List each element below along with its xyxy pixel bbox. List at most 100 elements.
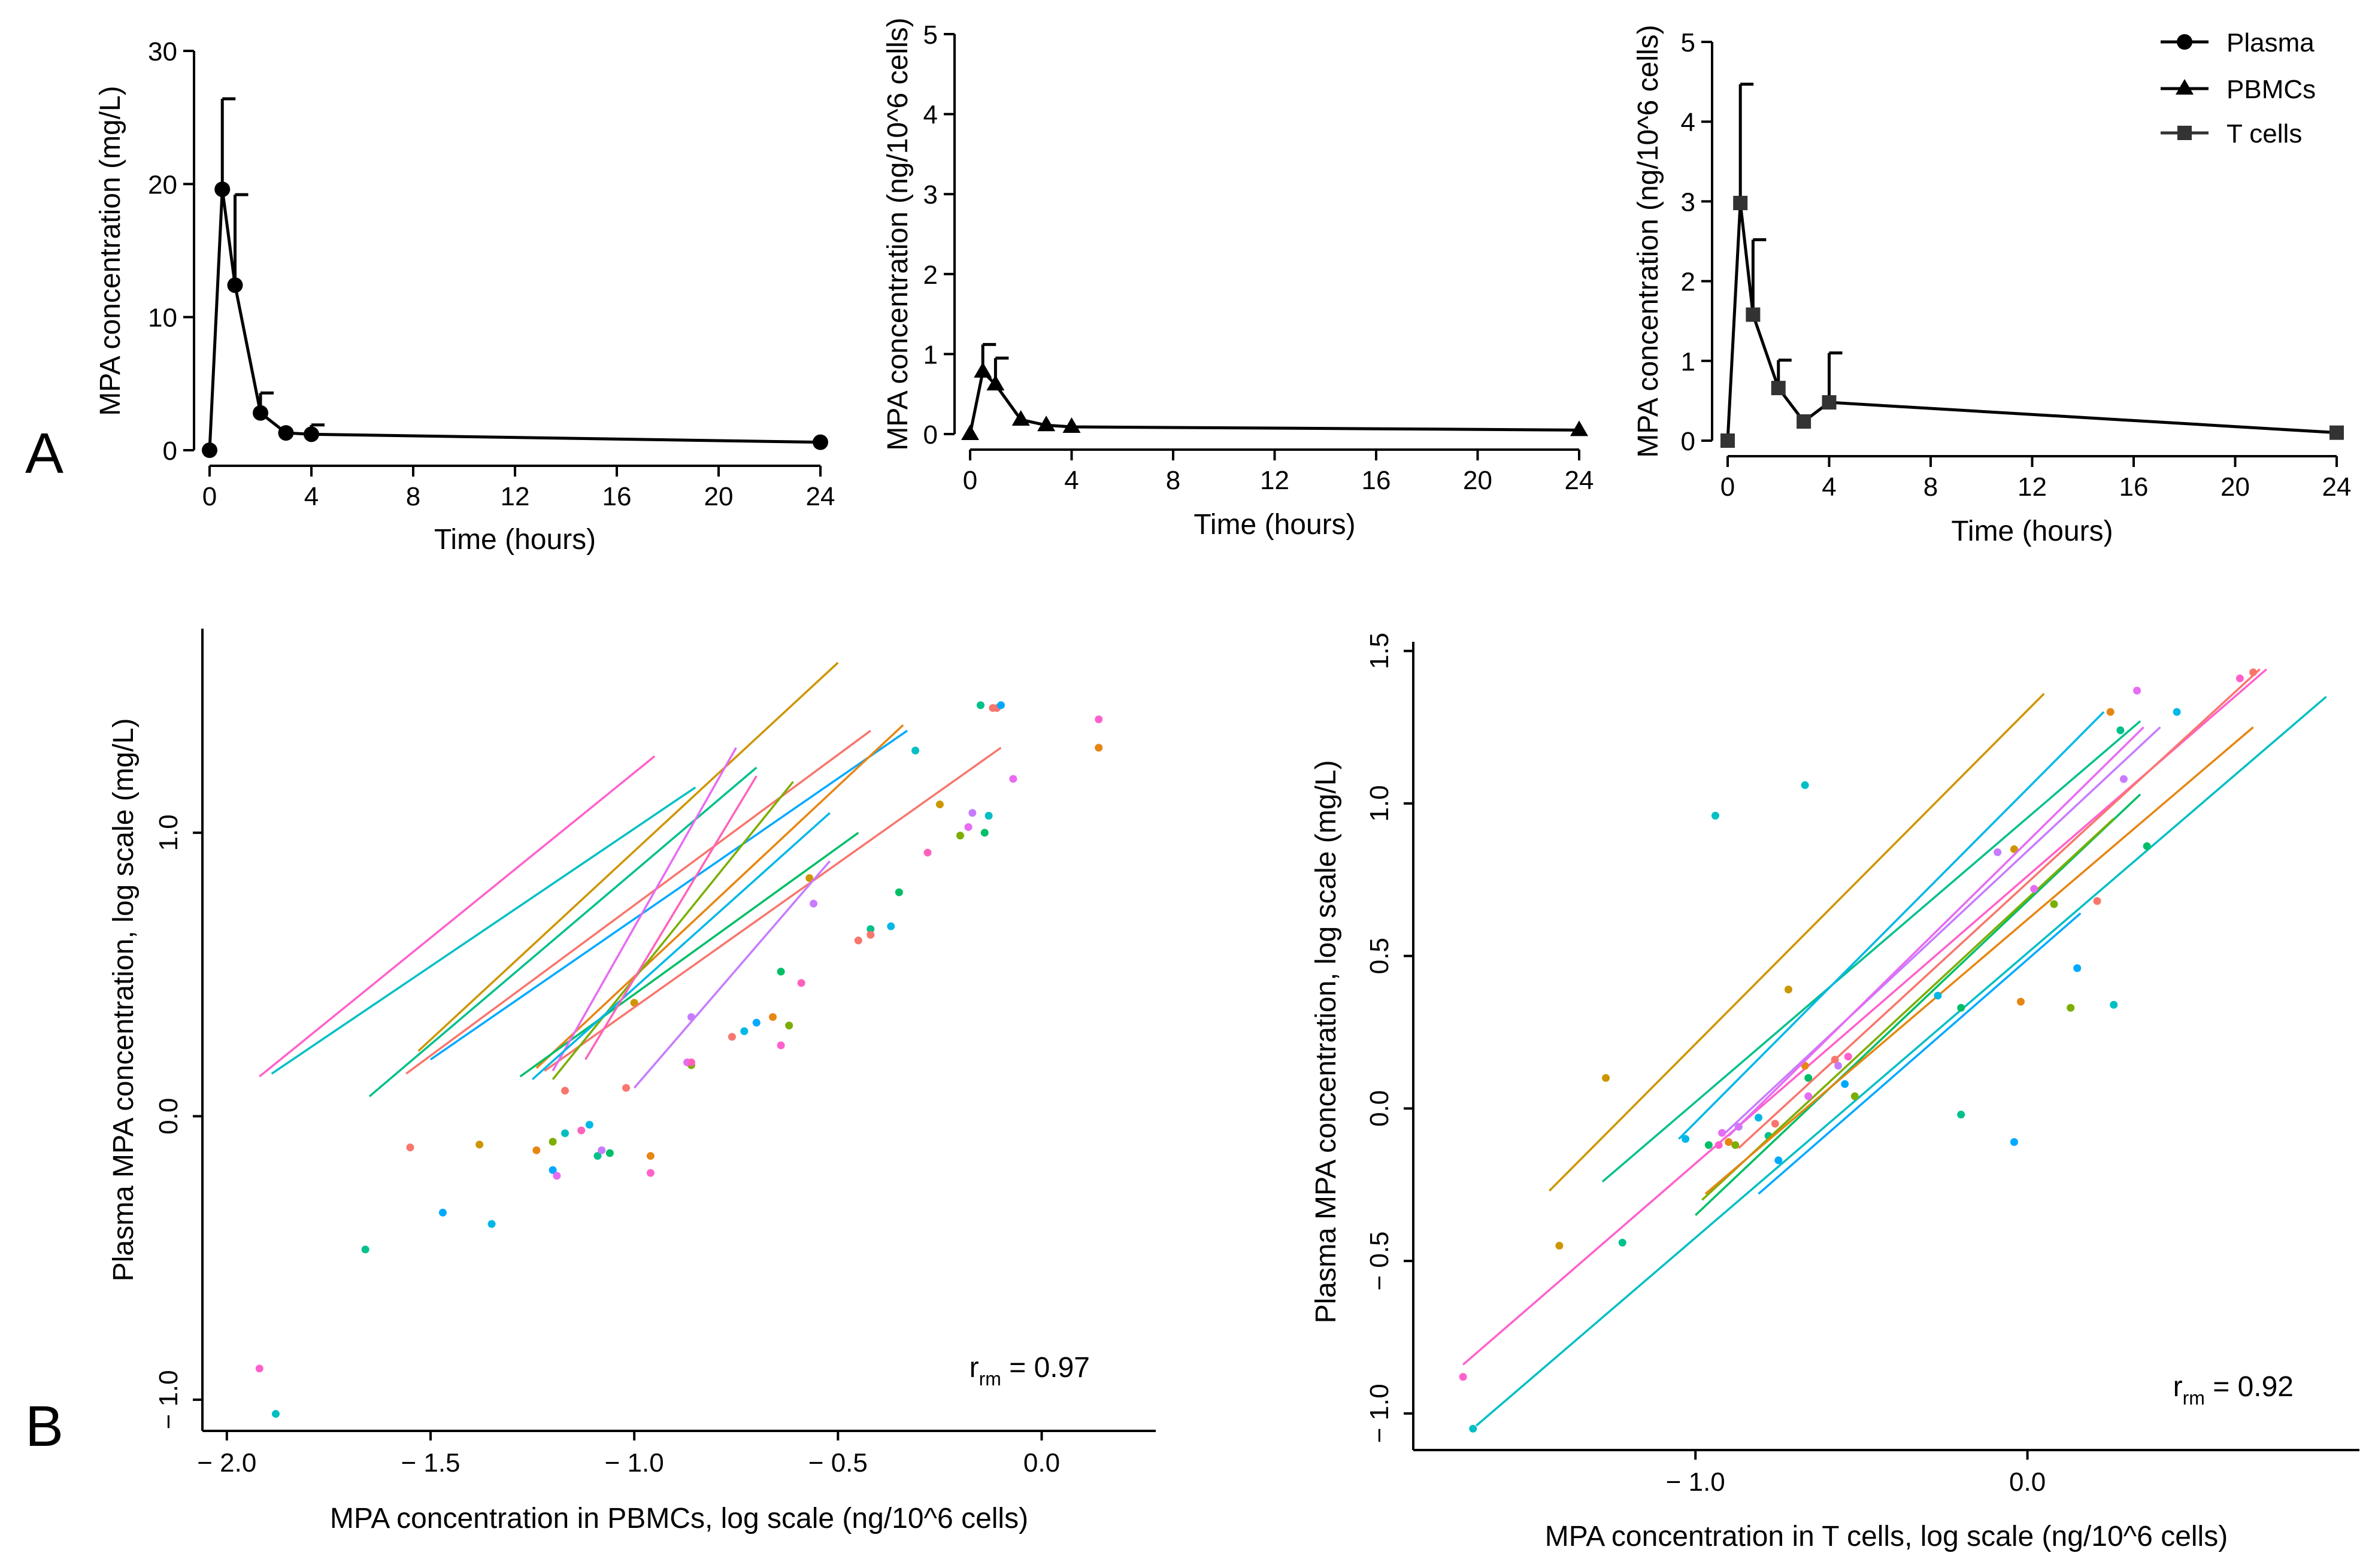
x-tick-label: 0 [202, 482, 217, 511]
series-line [208, 189, 821, 451]
y-tick-label: − 1.0 [1365, 1384, 1394, 1443]
regression-line [368, 766, 758, 1097]
data-point [2173, 708, 2181, 716]
data-point [549, 1138, 557, 1146]
y-tick-label: 4 [1681, 108, 1695, 137]
data-point [1774, 1156, 1783, 1164]
data-point [1784, 985, 1792, 994]
y-tick-label: 0.5 [1365, 938, 1394, 974]
data-point [2249, 668, 2258, 677]
y-axis-title: Plasma MPA concentration, log scale (mg/… [1310, 760, 1342, 1324]
data-point [777, 968, 785, 976]
y-tick-label: 1.0 [154, 814, 183, 851]
data-point [740, 1027, 749, 1035]
triangle-marker-icon [2176, 79, 2194, 95]
data-point [585, 1121, 593, 1129]
legend-item-pbmcs: PBMCs [2161, 75, 2316, 104]
y-tick-label: 1 [923, 340, 938, 369]
regression-line [633, 860, 831, 1089]
data-point [797, 979, 805, 987]
data-point [1618, 1239, 1626, 1247]
y-tick-label: 10 [148, 304, 177, 333]
data-point [593, 1152, 602, 1160]
data-point [961, 424, 979, 440]
regression-line [1721, 726, 2161, 1137]
data-point [1804, 1092, 1813, 1100]
x-tick-label: 4 [304, 482, 319, 511]
data-point [1095, 715, 1103, 724]
data-point [1682, 1135, 1690, 1143]
x-axis-title: MPA concentration in PBMCs, log scale (n… [330, 1503, 1028, 1534]
data-point [1850, 1092, 1859, 1100]
data-point [214, 181, 231, 198]
data-point [2030, 885, 2038, 893]
data-point [867, 925, 875, 933]
data-point [1733, 196, 1748, 211]
y-axis-title: MPA concentration (ng/10^6 cells) [1632, 25, 1664, 457]
data-point [996, 701, 1005, 709]
data-point [1095, 744, 1103, 752]
data-point [1725, 1138, 1733, 1146]
y-tick-label: 3 [923, 180, 938, 210]
y-axis-title: MPA concentration (mg/L) [95, 86, 126, 415]
data-point [1771, 381, 1786, 396]
data-point [2119, 775, 2128, 783]
x-tick-label: 12 [501, 482, 530, 511]
regression-line [429, 730, 908, 1061]
data-point [1755, 1114, 1763, 1122]
y-tick-label: 20 [148, 170, 177, 199]
pbmc-plasma-correlation-chart: − 2.0 − 1.5 − 1.0 − 0.5 0.0 − 1.0 0.0 1.0 MPA co… [108, 629, 1156, 1534]
regression-line [1701, 818, 2115, 1201]
data-point [2329, 425, 2344, 440]
data-point [1009, 775, 1017, 783]
x-tick-label: 24 [2322, 472, 2352, 502]
series-line [968, 368, 1580, 435]
data-point [728, 1033, 736, 1041]
data-point [752, 1018, 761, 1027]
regression-line [259, 755, 656, 1078]
data-point [1957, 1111, 1965, 1119]
y-tick-label: 1 [1681, 347, 1695, 377]
data-point [605, 1149, 614, 1157]
data-point [2133, 687, 2141, 695]
data-point [1731, 1141, 1740, 1150]
y-tick-label: 4 [923, 101, 938, 130]
x-tick-label: − 2.0 [197, 1448, 256, 1478]
rrm-subscript: rm [979, 1368, 1001, 1390]
x-tick-label: 0 [963, 466, 977, 495]
data-point [1555, 1242, 1564, 1250]
y-tick-label: 30 [148, 37, 177, 66]
plasma-concentration-chart: 0 4 8 12 16 20 24 0 10 20 30 Time (hours) MPA concen… [95, 37, 835, 556]
data-point [2010, 845, 2018, 853]
data-point [304, 426, 319, 442]
data-point [1844, 1053, 1852, 1061]
rrm-symbol: r [970, 1352, 979, 1384]
data-point [2110, 1000, 2118, 1009]
x-tick-label: 20 [2220, 472, 2250, 502]
regression-line [531, 812, 831, 1081]
y-tick-label: 2 [923, 260, 938, 290]
x-tick-label: − 1.0 [605, 1448, 664, 1478]
x-tick-label: − 1.5 [401, 1448, 460, 1478]
data-point [2106, 708, 2115, 716]
data-point [1934, 991, 1942, 1000]
circle-marker-icon [2177, 34, 2192, 50]
tcell-plasma-correlation-chart: − 1.0 0.0 − 1.0 − 0.5 0.0 0.5 1.0 1.5 MPA concen… [1310, 633, 2359, 1552]
data-point [1459, 1373, 1467, 1381]
data-point [1804, 1073, 1813, 1082]
x-tick-label: 4 [1064, 466, 1079, 495]
data-point [2050, 900, 2058, 908]
legend-item-tcells: T cells [2161, 119, 2302, 148]
y-axis-title: Plasma MPA concentration, log scale (mg/… [108, 718, 140, 1282]
data-point [976, 701, 984, 709]
data-point [1720, 433, 1735, 448]
legend-label: PBMCs [2226, 75, 2316, 104]
regression-line [405, 730, 871, 1075]
data-point [1711, 811, 1719, 820]
data-point [887, 922, 895, 930]
legend: Plasma PBMCs T cells [2161, 28, 2316, 148]
data-point [2067, 1003, 2075, 1012]
data-point [1746, 307, 1761, 322]
data-point [1834, 1061, 1843, 1070]
